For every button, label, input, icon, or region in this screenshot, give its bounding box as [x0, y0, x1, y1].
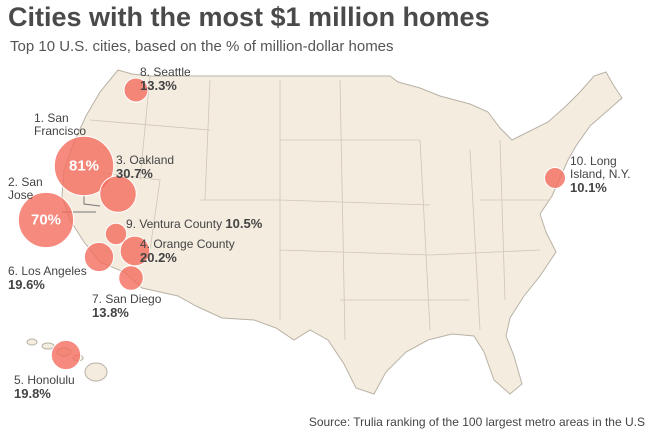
value-label: 10.5%: [225, 216, 263, 231]
bubble: [53, 135, 115, 197]
title: Cities with the most $1 million homes: [8, 2, 490, 32]
city-label: 10. Long Island, N.Y. 10.1%: [570, 155, 650, 195]
subtitle: Top 10 U.S. cities, based on the % of mi…: [10, 38, 394, 55]
city-label: 4. Orange County 20.2%: [140, 238, 270, 265]
city-name: 3. Oakland: [116, 153, 175, 167]
bubble: [99, 175, 137, 213]
city-label: 9. Ventura County 10.5%: [126, 217, 326, 231]
bubble: [17, 191, 75, 249]
city-label: 3. Oakland 30.7%: [116, 154, 196, 181]
city-name: 6. Los Angeles: [8, 264, 87, 278]
source: Source: Trulia ranking of the 100 larges…: [308, 415, 645, 429]
value-label: 20.2%: [140, 250, 177, 265]
bubble: [119, 235, 151, 267]
bubble: [83, 241, 115, 273]
us-outline: [61, 69, 623, 395]
city-label: 5. Honolulu 19.8%: [14, 374, 114, 401]
bubble: [50, 339, 82, 371]
city-name: 4. Orange County: [140, 237, 235, 251]
city-label: 6. Los Angeles 19.6%: [8, 265, 108, 292]
state-lines: [79, 75, 550, 341]
city-name: 8. Seattle: [140, 65, 191, 79]
bubble: [104, 222, 128, 246]
value-label: 81%: [68, 157, 100, 175]
bubble: [123, 77, 149, 103]
city-name: 7. San Diego: [92, 292, 162, 306]
city-name: 5. Honolulu: [14, 373, 75, 387]
bubble: [544, 167, 566, 189]
value-label: 10.1%: [570, 180, 607, 195]
value-label: 13.8%: [92, 305, 129, 320]
value-label: 19.8%: [14, 386, 51, 401]
city-label: 2. San Jose: [8, 176, 58, 202]
value-label: 19.6%: [8, 277, 45, 292]
value-label: 13.3%: [140, 78, 177, 93]
value-label: 30.7%: [116, 166, 153, 181]
city-label: 8. Seattle 13.3%: [140, 66, 220, 93]
city-name: 10. Long Island, N.Y.: [570, 154, 631, 181]
bubble: [118, 265, 144, 291]
city-name: 1. San Francisco: [34, 111, 87, 138]
city-name: 2. San Jose: [8, 175, 43, 202]
value-label: 70%: [30, 211, 62, 229]
city-label: 7. San Diego 13.8%: [92, 293, 192, 320]
city-label: 1. San Francisco: [34, 112, 96, 138]
city-name: 9. Ventura County: [126, 217, 223, 231]
